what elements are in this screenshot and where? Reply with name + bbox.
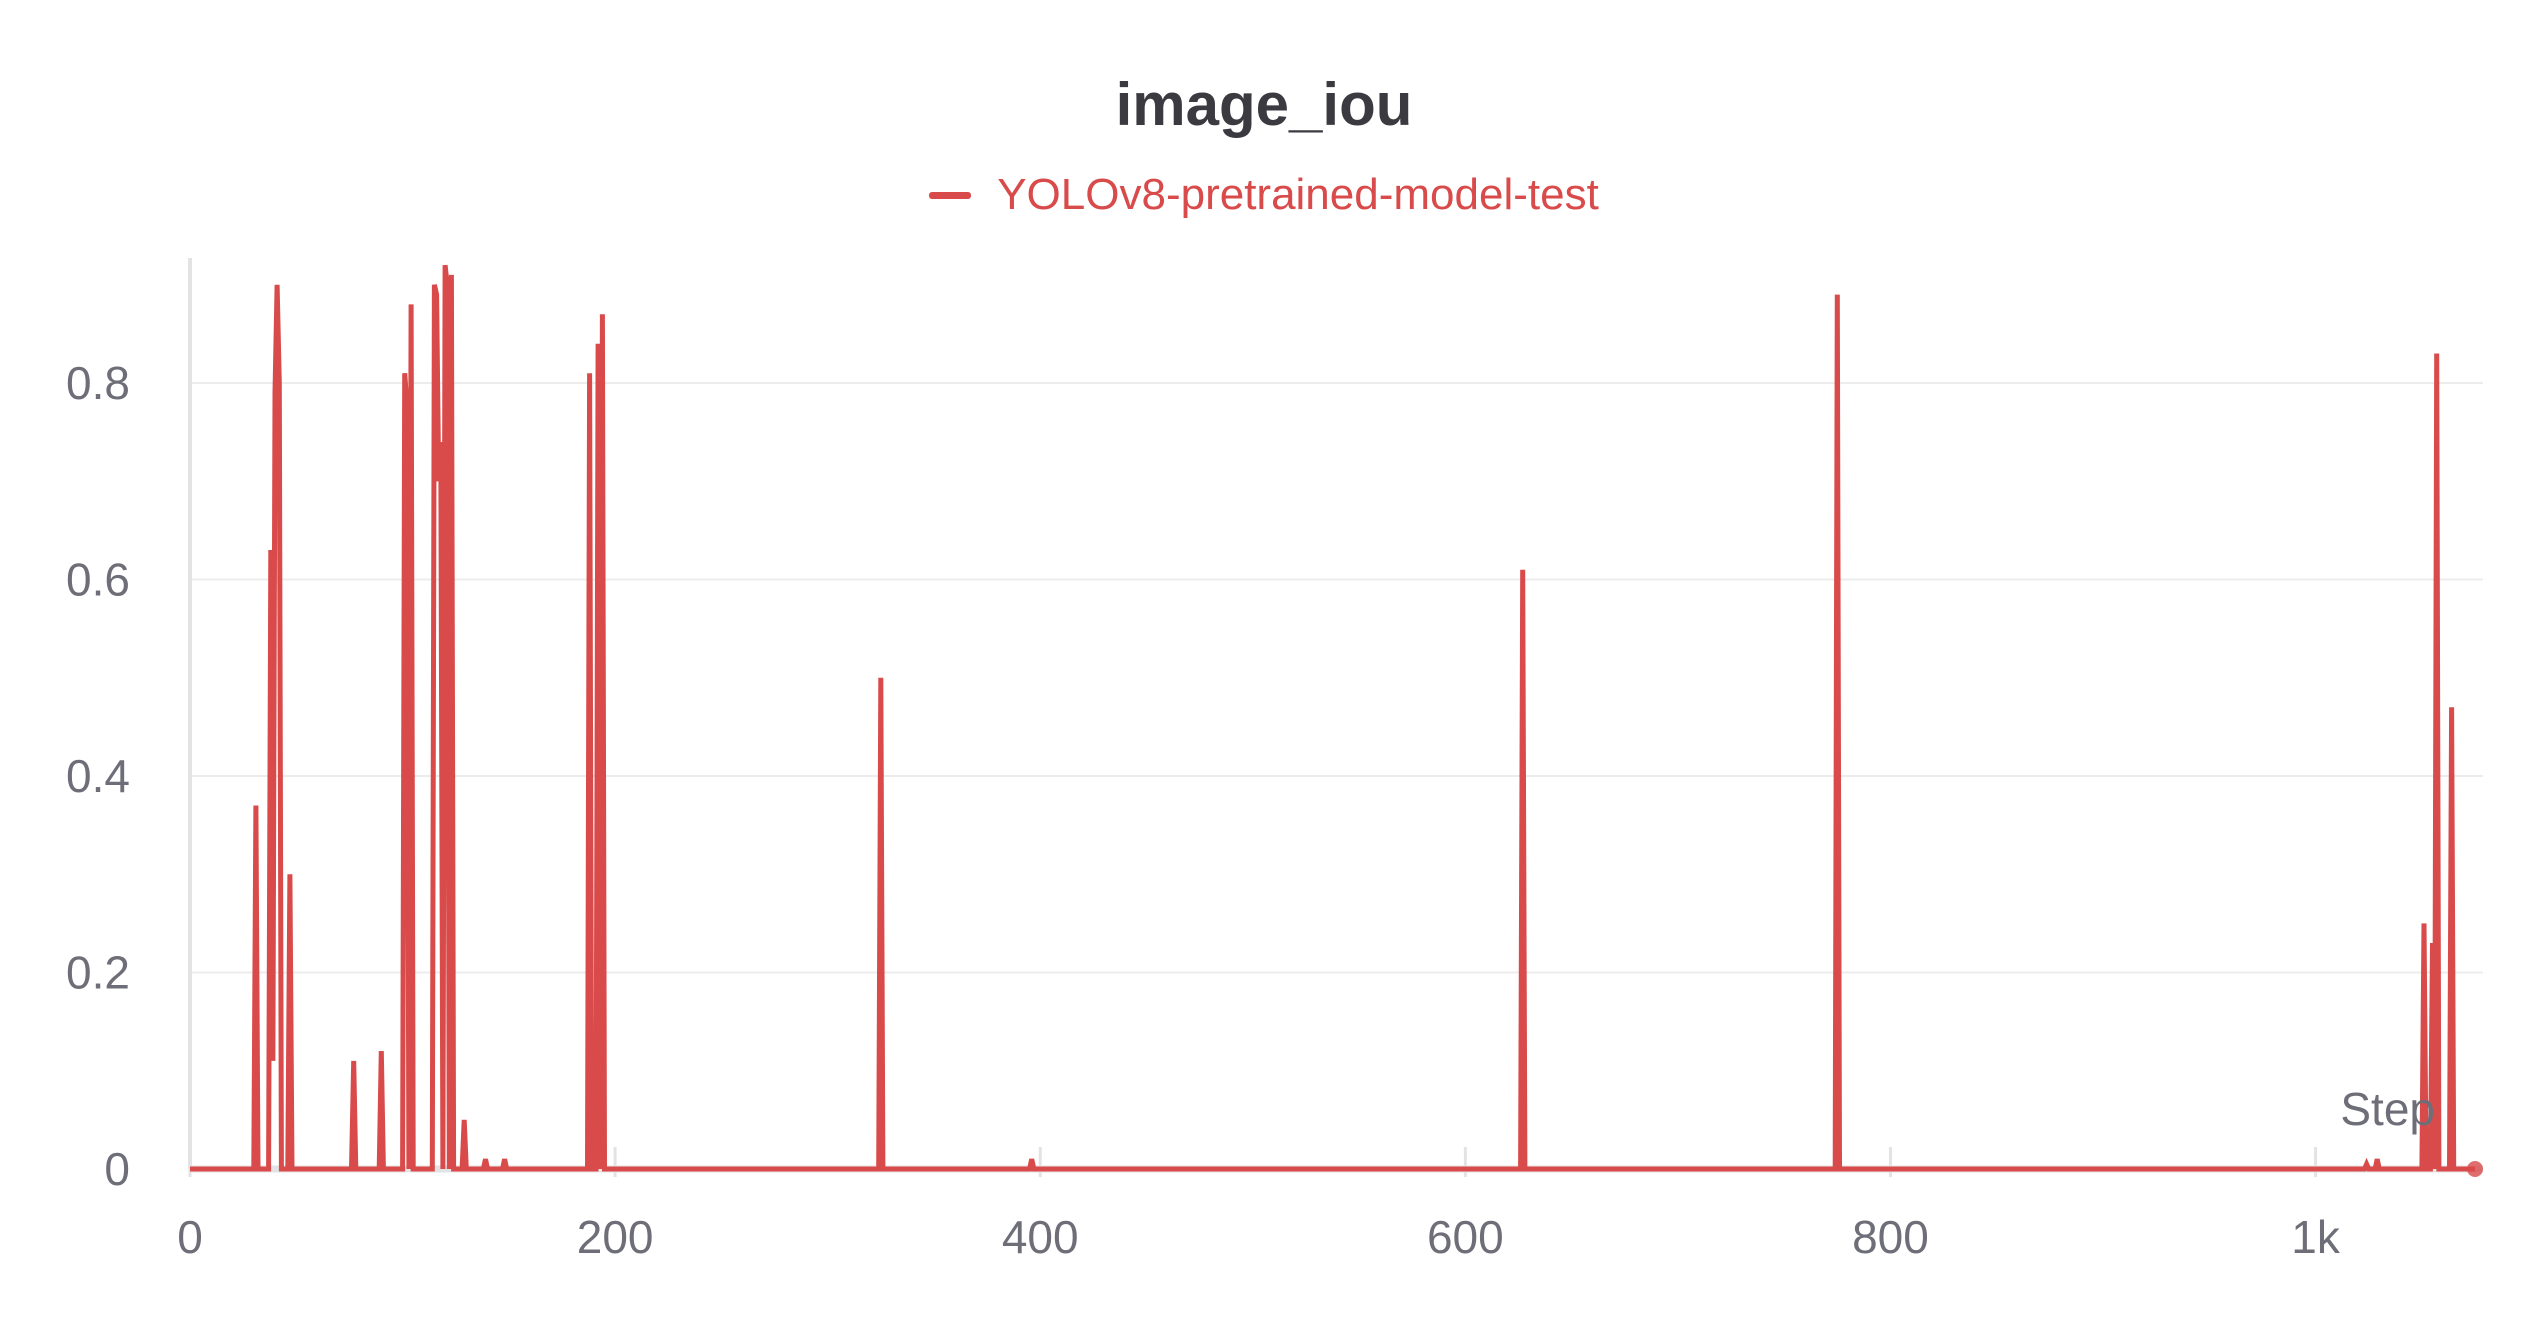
axes [188,258,2483,1177]
legend-swatch [929,191,972,199]
x-tick-label: 1k [2291,1211,2341,1263]
y-tick-label: 0.2 [66,947,130,999]
series-line[interactable] [190,264,2475,1172]
grid-lines [190,382,2483,974]
x-tick-label: 400 [1002,1211,1079,1263]
y-tick-label: 0.8 [66,357,130,409]
x-tick-label: 800 [1852,1211,1929,1263]
y-tick-label: 0 [104,1143,130,1195]
x-tick-labels: 0 200 400 600 800 1k [177,1211,2341,1263]
chart-title: image_iou [1115,71,1413,138]
series-endpoint-marker[interactable] [2467,1161,2483,1177]
x-tick-label: 0 [177,1211,203,1263]
x-tick-label: 200 [577,1211,654,1263]
legend[interactable]: YOLOv8-pretrained-model-test [0,170,2528,220]
y-tick-labels: 0 0.2 0.4 0.6 0.8 [66,357,130,1195]
legend-series-label: YOLOv8-pretrained-model-test [997,170,1599,219]
y-tick-label: 0.4 [66,750,130,802]
x-tick-label: 600 [1427,1211,1504,1263]
series-layer[interactable] [190,264,2483,1177]
x-axis-label: Step [2340,1083,2435,1135]
y-tick-label: 0.6 [66,554,130,606]
